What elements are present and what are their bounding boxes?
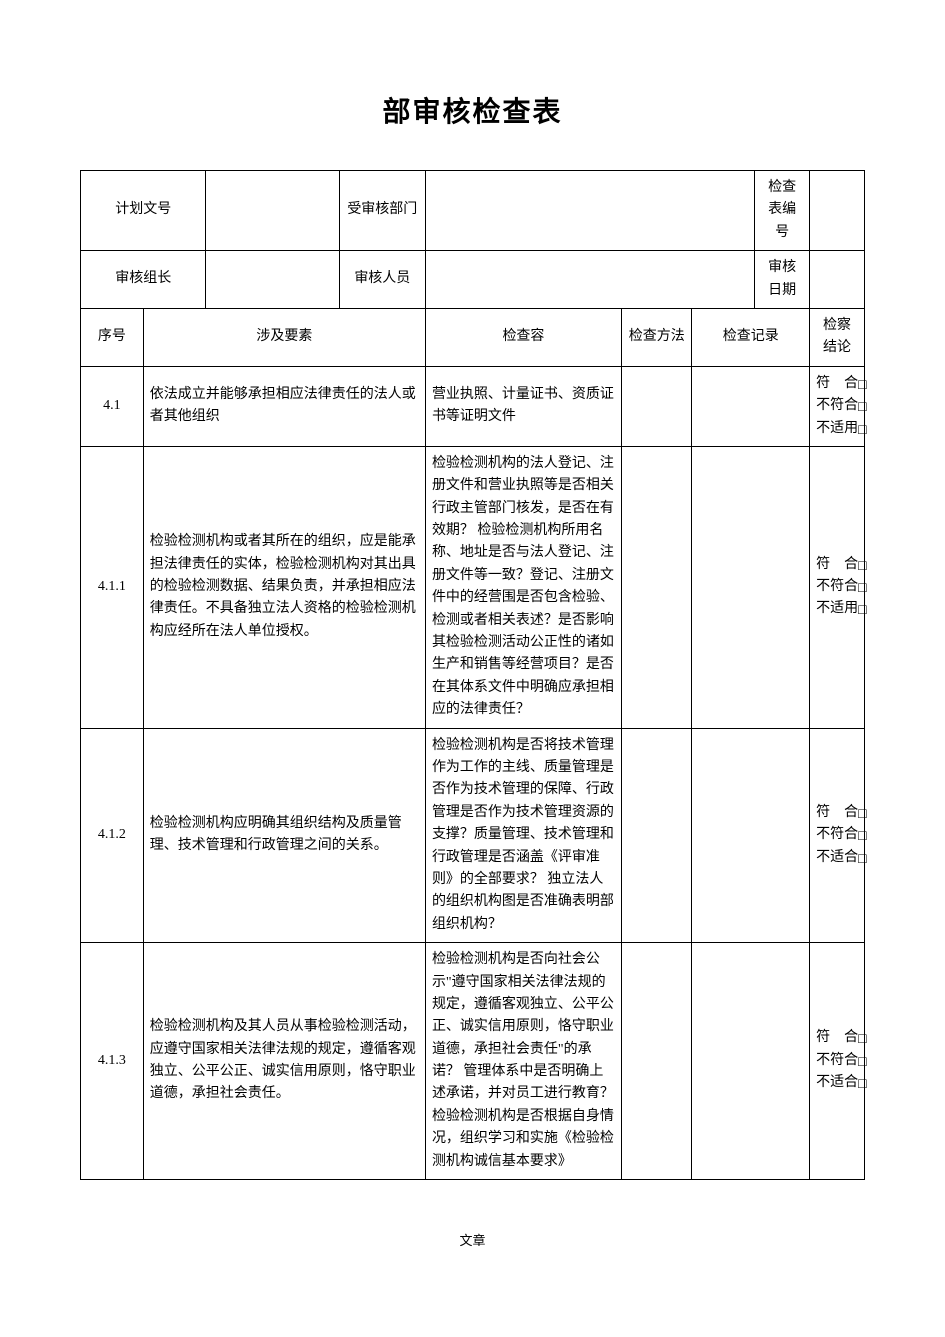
cell-seq: 4.1 — [81, 366, 144, 446]
cell-conclusion: 符 合□ 不符合□ 不适用□ — [810, 446, 865, 728]
cell-seq: 4.1.3 — [81, 943, 144, 1180]
cell-content: 营业执照、计量证书、资质证书等证明文件 — [425, 366, 621, 446]
conclusion-na[interactable]: 不适合□ — [816, 847, 858, 869]
cell-conclusion: 符 合□ 不符合□ 不适合□ — [810, 943, 865, 1180]
cell-record[interactable] — [692, 366, 810, 446]
cell-conclusion: 符 合□ 不符合□ 不适用□ — [810, 366, 865, 446]
value-audit-date[interactable] — [810, 251, 865, 309]
conclusion-conform[interactable]: 符 合□ — [816, 373, 858, 395]
conclusion-nonconform[interactable]: 不符合□ — [816, 824, 858, 846]
label-audited-dept: 受审核部门 — [339, 171, 425, 251]
label-auditors: 审核人员 — [339, 251, 425, 309]
conclusion-conform[interactable]: 符 合□ — [816, 1027, 858, 1049]
header-row-2: 审核组长 审核人员 审核日期 — [81, 251, 865, 309]
conclusion-na[interactable]: 不适合□ — [816, 1072, 858, 1094]
column-header-row: 序号 涉及要素 检查容 检查方法 检查记录 检察结论 — [81, 308, 865, 366]
value-audited-dept[interactable] — [425, 171, 754, 251]
cell-element: 检验检测机构或者其所在的组织，应是能承担法律责任的实体，检验检测机构对其出具的检… — [143, 446, 425, 728]
conclusion-na[interactable]: 不适用□ — [816, 598, 858, 620]
col-record: 检查记录 — [692, 308, 810, 366]
value-audit-leader[interactable] — [206, 251, 339, 309]
col-method: 检查方法 — [621, 308, 692, 366]
cell-element: 依法成立并能够承担相应法律责任的法人或者其他组织 — [143, 366, 425, 446]
cell-seq: 4.1.1 — [81, 446, 144, 728]
value-plan-no[interactable] — [206, 171, 339, 251]
page-footer: 文章 — [80, 1230, 865, 1249]
cell-method[interactable] — [621, 446, 692, 728]
value-checklist-no[interactable] — [810, 171, 865, 251]
page-title: 部审核检查表 — [80, 90, 865, 130]
cell-element: 检验检测机构应明确其组织结构及质量管理、技术管理和行政管理之间的关系。 — [143, 728, 425, 943]
conclusion-nonconform[interactable]: 不符合□ — [816, 576, 858, 598]
table-row: 4.1.2 检验检测机构应明确其组织结构及质量管理、技术管理和行政管理之间的关系… — [81, 728, 865, 943]
conclusion-conform[interactable]: 符 合□ — [816, 802, 858, 824]
cell-content: 检验检测机构是否向社会公示"遵守国家相关法律法规的规定，遵循客观独立、公平公正、… — [425, 943, 621, 1180]
label-audit-date: 审核日期 — [755, 251, 810, 309]
table-row: 4.1.1 检验检测机构或者其所在的组织，应是能承担法律责任的实体，检验检测机构… — [81, 446, 865, 728]
cell-record[interactable] — [692, 728, 810, 943]
col-seq: 序号 — [81, 308, 144, 366]
cell-conclusion: 符 合□ 不符合□ 不适合□ — [810, 728, 865, 943]
checklist-table: 计划文号 受审核部门 检查表编号 审核组长 审核人员 审核日期 序号 涉及要素 … — [80, 170, 865, 1180]
cell-record[interactable] — [692, 446, 810, 728]
table-row: 4.1 依法成立并能够承担相应法律责任的法人或者其他组织 营业执照、计量证书、资… — [81, 366, 865, 446]
cell-method[interactable] — [621, 728, 692, 943]
conclusion-nonconform[interactable]: 不符合□ — [816, 1050, 858, 1072]
table-row: 4.1.3 检验检测机构及其人员从事检验检测活动，应遵守国家相关法律法规的规定，… — [81, 943, 865, 1180]
value-auditors[interactable] — [425, 251, 754, 309]
cell-record[interactable] — [692, 943, 810, 1180]
col-element: 涉及要素 — [143, 308, 425, 366]
conclusion-conform[interactable]: 符 合□ — [816, 554, 858, 576]
label-plan-no: 计划文号 — [81, 171, 206, 251]
cell-content: 检验检测机构是否将技术管理作为工作的主线、质量管理是否作为技术管理的保障、行政管… — [425, 728, 621, 943]
conclusion-nonconform[interactable]: 不符合□ — [816, 395, 858, 417]
label-checklist-no: 检查表编号 — [755, 171, 810, 251]
cell-element: 检验检测机构及其人员从事检验检测活动，应遵守国家相关法律法规的规定，遵循客观独立… — [143, 943, 425, 1180]
header-row-1: 计划文号 受审核部门 检查表编号 — [81, 171, 865, 251]
cell-method[interactable] — [621, 943, 692, 1180]
cell-content: 检验检测机构的法人登记、注册文件和营业执照等是否相关行政主管部门核发，是否在有效… — [425, 446, 621, 728]
col-content: 检查容 — [425, 308, 621, 366]
cell-method[interactable] — [621, 366, 692, 446]
label-audit-leader: 审核组长 — [81, 251, 206, 309]
col-conclusion: 检察结论 — [810, 308, 865, 366]
cell-seq: 4.1.2 — [81, 728, 144, 943]
conclusion-na[interactable]: 不适用□ — [816, 418, 858, 440]
